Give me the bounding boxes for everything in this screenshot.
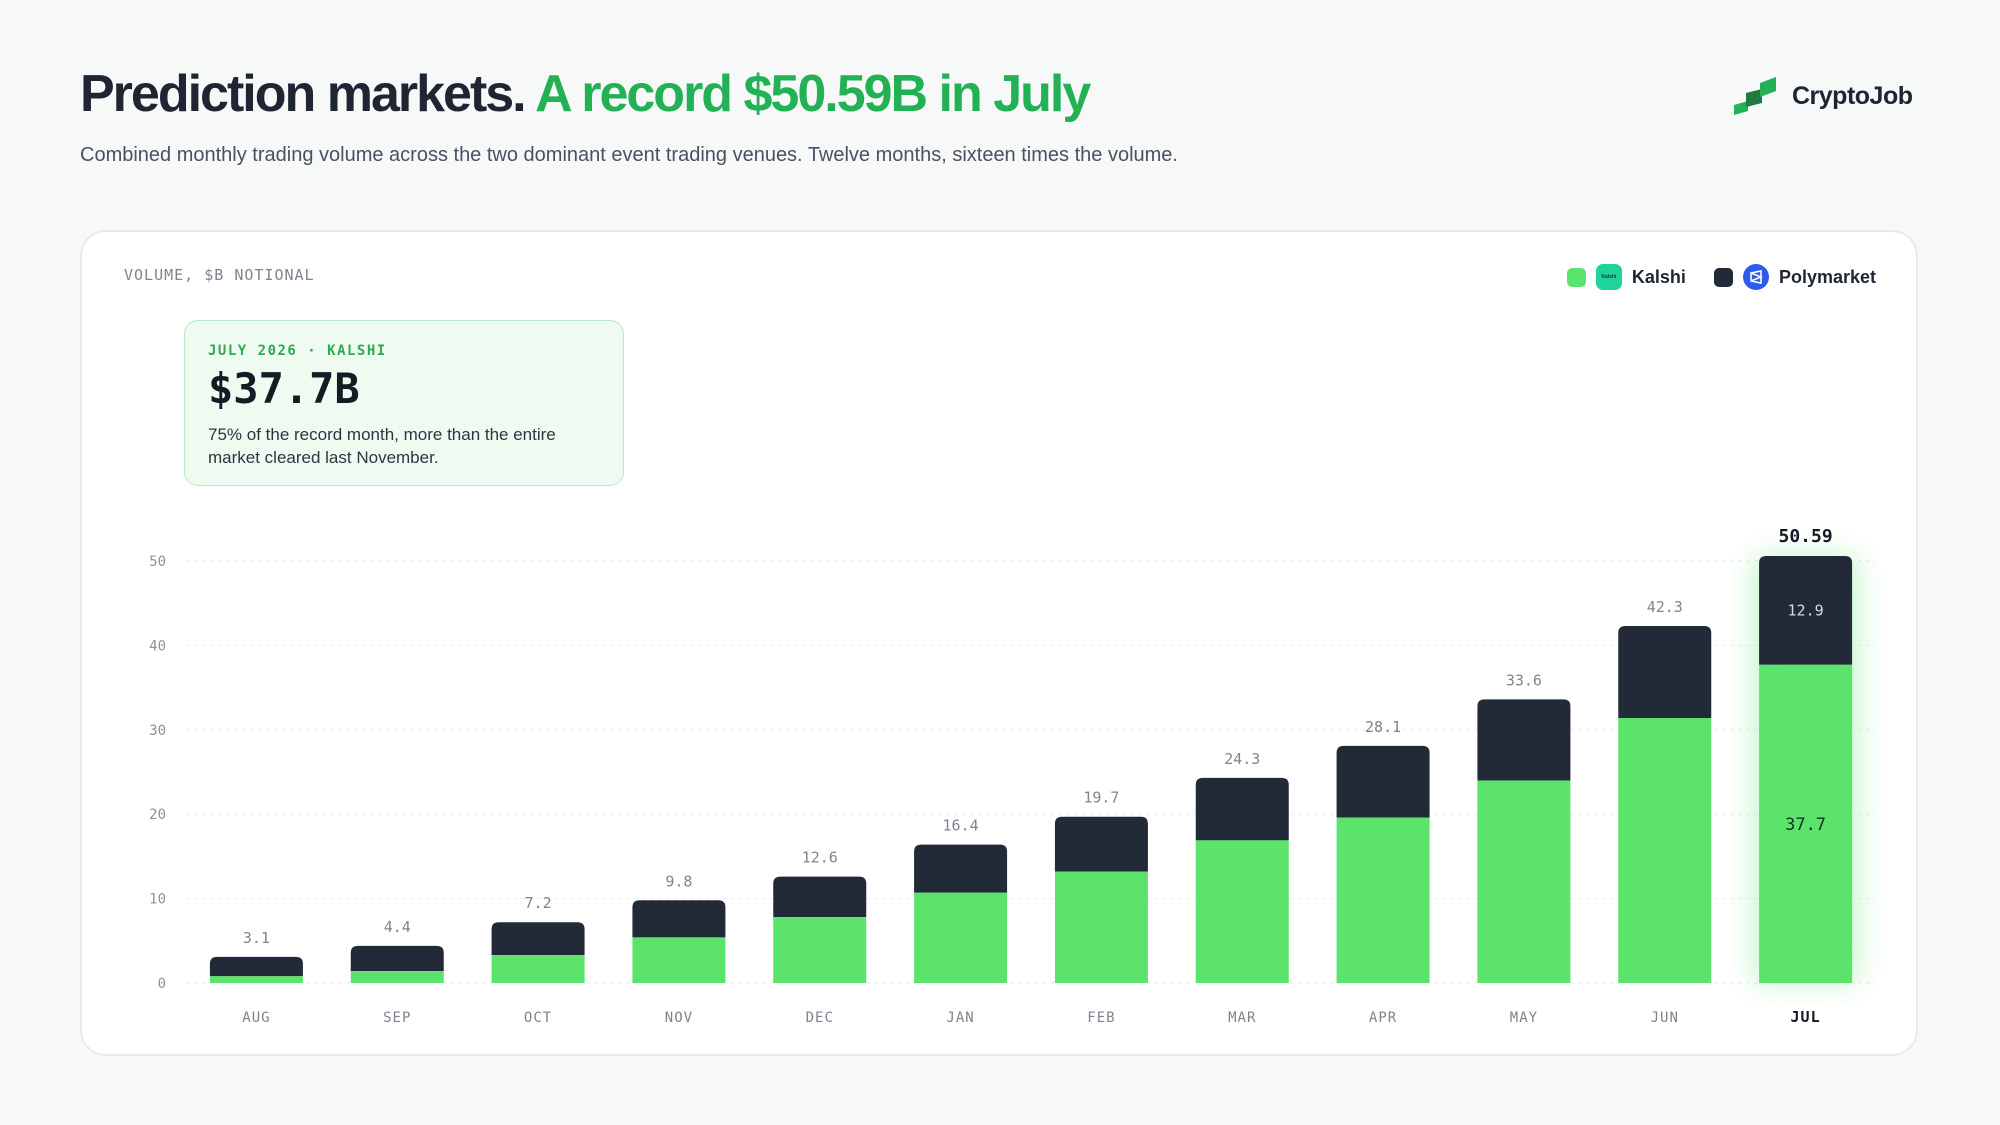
kalshi-brand-icon: Kalshi xyxy=(1595,264,1622,290)
bar-kalshi xyxy=(350,971,444,983)
brand-name: CryptoJob xyxy=(1792,81,1913,110)
x-tick-label: OCT xyxy=(524,1010,552,1026)
bar-kalshi xyxy=(632,937,726,983)
bar-segment-label-polymarket: 12.9 xyxy=(1788,601,1824,619)
title-accent: A record $50.59B in July xyxy=(535,65,1091,123)
callout-description: 75% of the record month, more than the e… xyxy=(208,425,556,467)
bar-polymarket xyxy=(914,844,1008,893)
bar-kalshi xyxy=(491,955,585,983)
y-tick-label: 0 xyxy=(158,976,166,992)
callout-eyebrow: JULY 2026 · KALSHI xyxy=(208,343,387,359)
bar-total-label: 3.1 xyxy=(243,929,270,947)
x-tick-label: NOV xyxy=(665,1010,693,1026)
legend-swatch-kalshi xyxy=(1566,267,1586,287)
bar-total-label: 50.59 xyxy=(1778,526,1832,547)
x-tick-label: JUL xyxy=(1791,1008,1821,1026)
y-tick-label: 50 xyxy=(149,554,166,570)
legend-item-kalshi[interactable]: Kalshi Kalshi xyxy=(1566,264,1686,290)
bar-polymarket xyxy=(1759,556,1853,665)
y-tick-label: 30 xyxy=(149,723,166,739)
bar-kalshi xyxy=(1618,717,1712,983)
bar-polymarket xyxy=(350,945,444,972)
bar-total-label: 24.3 xyxy=(1224,750,1260,768)
bar-kalshi xyxy=(1336,817,1430,983)
bar-polymarket xyxy=(209,956,303,977)
x-tick-label: JUN xyxy=(1651,1010,1679,1026)
bar-kalshi xyxy=(773,917,867,983)
bar-kalshi xyxy=(1195,840,1289,983)
cryptojob-logo-icon xyxy=(1734,77,1776,115)
bar-kalshi xyxy=(914,892,1008,983)
y-tick-label: 40 xyxy=(149,638,166,654)
bar-total-label: 42.3 xyxy=(1647,598,1683,616)
bar-total-label: 33.6 xyxy=(1506,671,1542,689)
page-subtitle: Combined monthly trading volume across t… xyxy=(80,144,1178,166)
x-tick-label: DEC xyxy=(806,1010,834,1026)
legend-item-polymarket[interactable]: Polymarket xyxy=(1713,264,1876,290)
bar-kalshi xyxy=(1477,780,1571,983)
x-tick-label: AUG xyxy=(242,1010,270,1026)
x-tick-label: FEB xyxy=(1087,1010,1115,1026)
bar-total-label: 7.2 xyxy=(525,894,552,912)
y-tick-label: 20 xyxy=(149,807,166,823)
bar-total-label: 4.4 xyxy=(384,918,411,936)
x-tick-label: MAR xyxy=(1228,1010,1256,1026)
x-tick-label: JAN xyxy=(946,1010,974,1026)
bar-total-label: 9.8 xyxy=(665,872,692,890)
bar-polymarket xyxy=(1054,816,1148,872)
legend-swatch-polymarket xyxy=(1713,267,1733,287)
x-tick-label: APR xyxy=(1369,1010,1397,1026)
title-main: Prediction markets. xyxy=(80,65,527,123)
brand-logo: CryptoJob xyxy=(1734,74,1913,118)
y-tick-label: 10 xyxy=(149,892,166,908)
bar-total-label: 28.1 xyxy=(1365,718,1401,736)
bar-kalshi xyxy=(209,976,303,983)
bar-polymarket xyxy=(1477,699,1571,781)
legend-label-polymarket: Polymarket xyxy=(1778,266,1876,287)
kalshi-brand-icon-text: Kalshi xyxy=(1601,274,1617,280)
bar-total-label: 16.4 xyxy=(943,817,979,835)
highlight-callout: JULY 2026 · KALSHI $37.7B 75% of the rec… xyxy=(184,320,624,486)
y-axis-title: VOLUME, $B NOTIONAL xyxy=(124,266,315,284)
bar-polymarket xyxy=(1336,745,1430,818)
legend-label-kalshi: Kalshi xyxy=(1631,266,1686,287)
bar-polymarket xyxy=(632,900,726,938)
bar-polymarket xyxy=(773,876,867,918)
bar-polymarket xyxy=(1618,625,1712,718)
callout-value: $37.7B xyxy=(208,364,360,413)
x-tick-label: SEP xyxy=(383,1010,411,1026)
bar-total-label: 12.6 xyxy=(802,849,838,867)
bar-kalshi xyxy=(1054,871,1148,983)
bar-segment-label-kalshi: 37.7 xyxy=(1785,815,1826,835)
page-title: Prediction markets. A record $50.59B in … xyxy=(80,62,1091,126)
chart-legend: Kalshi Kalshi Polymarket xyxy=(1539,264,1876,290)
bar-total-label: 19.7 xyxy=(1083,789,1119,807)
polymarket-brand-icon xyxy=(1742,264,1769,290)
x-tick-label: MAY xyxy=(1510,1010,1538,1026)
bar-polymarket xyxy=(491,922,585,956)
bar-polymarket xyxy=(1195,777,1289,841)
bar-kalshi xyxy=(1759,664,1853,983)
